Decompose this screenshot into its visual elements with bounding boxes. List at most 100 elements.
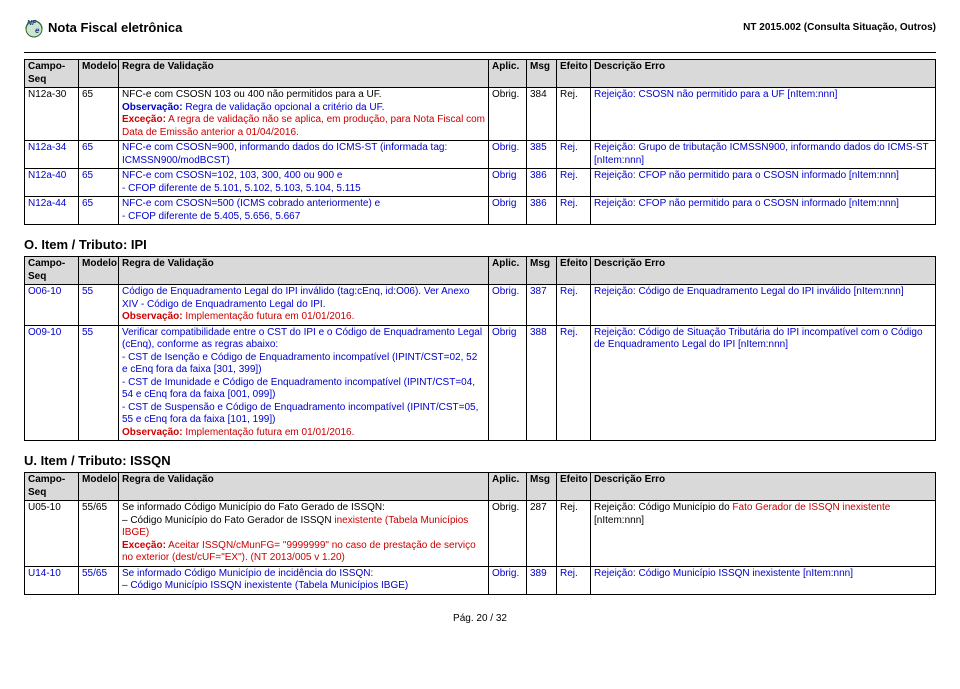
- rules-table-issqn: Campo-Seq Modelo Regra de Validação Apli…: [24, 472, 936, 595]
- cell-apl: Obrig: [489, 197, 527, 225]
- page-subtitle: NT 2015.002 (Consulta Situação, Outros): [743, 22, 936, 33]
- cell-efe: Rej.: [557, 197, 591, 225]
- cell-mod: 65: [79, 88, 119, 141]
- col-aplic: Aplic.: [489, 257, 527, 285]
- col-desc: Descrição Erro: [591, 257, 936, 285]
- cell-reg: Verificar compatibilidade entre o CST do…: [119, 325, 489, 441]
- cell-mod: 65: [79, 169, 119, 197]
- cell-mod: 55/65: [79, 566, 119, 594]
- table-row: N12a-4465NFC-e com CSOSN=500 (ICMS cobra…: [25, 197, 936, 225]
- svg-text:e: e: [35, 26, 40, 35]
- cell-apl: Obrig.: [489, 141, 527, 169]
- table-row: N12a-3065NFC-e com CSOSN 103 ou 400 não …: [25, 88, 936, 141]
- cell-apl: Obrig: [489, 169, 527, 197]
- table-row: U14-1055/65Se informado Código Município…: [25, 566, 936, 594]
- col-msg: Msg: [527, 257, 557, 285]
- col-regra: Regra de Validação: [119, 257, 489, 285]
- col-campo-seq: Campo-Seq: [25, 473, 79, 501]
- cell-efe: Rej.: [557, 169, 591, 197]
- rules-table-ipi: Campo-Seq Modelo Regra de Validação Apli…: [24, 256, 936, 441]
- cell-msg: 385: [527, 141, 557, 169]
- cell-seq: O06-10: [25, 285, 79, 326]
- table-row: N12a-3465NFC-e com CSOSN=900, informando…: [25, 141, 936, 169]
- cell-efe: Rej.: [557, 141, 591, 169]
- cell-mod: 65: [79, 141, 119, 169]
- col-modelo: Modelo: [79, 257, 119, 285]
- cell-msg: 389: [527, 566, 557, 594]
- cell-reg: NFC-e com CSOSN=900, informando dados do…: [119, 141, 489, 169]
- cell-seq: O09-10: [25, 325, 79, 441]
- header-divider: [24, 52, 936, 53]
- col-modelo: Modelo: [79, 473, 119, 501]
- cell-mod: 55/65: [79, 501, 119, 567]
- cell-desc: Rejeição: Código Município do Fato Gerad…: [591, 501, 936, 567]
- table-header-row: Campo-Seq Modelo Regra de Validação Apli…: [25, 60, 936, 88]
- cell-seq: N12a-40: [25, 169, 79, 197]
- cell-desc: Rejeição: Grupo de tributação ICMSSN900,…: [591, 141, 936, 169]
- cell-seq: N12a-44: [25, 197, 79, 225]
- section-title-ipi: O. Item / Tributo: IPI: [24, 237, 936, 252]
- table-row: O09-1055Verificar compatibilidade entre …: [25, 325, 936, 441]
- cell-desc: Rejeição: CFOP não permitido para o CSOS…: [591, 197, 936, 225]
- col-campo-seq: Campo-Seq: [25, 60, 79, 88]
- cell-efe: Rej.: [557, 566, 591, 594]
- cell-reg: NFC-e com CSOSN=500 (ICMS cobrado anteri…: [119, 197, 489, 225]
- col-desc: Descrição Erro: [591, 473, 936, 501]
- cell-efe: Rej.: [557, 88, 591, 141]
- col-modelo: Modelo: [79, 60, 119, 88]
- table-header-row: Campo-Seq Modelo Regra de Validação Apli…: [25, 257, 936, 285]
- table-row: N12a-4065NFC-e com CSOSN=102, 103, 300, …: [25, 169, 936, 197]
- cell-desc: Rejeição: Código Município ISSQN inexist…: [591, 566, 936, 594]
- col-efeito: Efeito: [557, 257, 591, 285]
- cell-reg: NFC-e com CSOSN=102, 103, 300, 400 ou 90…: [119, 169, 489, 197]
- col-regra: Regra de Validação: [119, 60, 489, 88]
- cell-seq: U05-10: [25, 501, 79, 567]
- col-efeito: Efeito: [557, 473, 591, 501]
- page-title: Nota Fiscal eletrônica: [48, 20, 182, 35]
- col-desc: Descrição Erro: [591, 60, 936, 88]
- cell-mod: 55: [79, 325, 119, 441]
- cell-apl: Obrig.: [489, 88, 527, 141]
- page-header: NF e Nota Fiscal eletrônica NT 2015.002 …: [24, 20, 936, 38]
- col-campo-seq: Campo-Seq: [25, 257, 79, 285]
- cell-desc: Rejeição: CSOSN não permitido para a UF …: [591, 88, 936, 141]
- col-regra: Regra de Validação: [119, 473, 489, 501]
- cell-efe: Rej.: [557, 501, 591, 567]
- rules-table-n12a: Campo-Seq Modelo Regra de Validação Apli…: [24, 59, 936, 225]
- nfe-logo-icon: NF e: [24, 18, 44, 38]
- table-row: O06-1055Código de Enquadramento Legal do…: [25, 285, 936, 326]
- col-msg: Msg: [527, 473, 557, 501]
- cell-desc: Rejeição: Código de Enquadramento Legal …: [591, 285, 936, 326]
- page-footer: Pág. 20 / 32: [24, 613, 936, 624]
- col-aplic: Aplic.: [489, 60, 527, 88]
- table-row: U05-1055/65Se informado Código Município…: [25, 501, 936, 567]
- cell-msg: 388: [527, 325, 557, 441]
- cell-reg: Se informado Código Município de incidên…: [119, 566, 489, 594]
- cell-apl: Obrig.: [489, 566, 527, 594]
- cell-seq: N12a-34: [25, 141, 79, 169]
- section-title-issqn: U. Item / Tributo: ISSQN: [24, 453, 936, 468]
- cell-desc: Rejeição: CFOP não permitido para o CSOS…: [591, 169, 936, 197]
- col-msg: Msg: [527, 60, 557, 88]
- cell-msg: 287: [527, 501, 557, 567]
- cell-apl: Obrig: [489, 325, 527, 441]
- cell-reg: Se informado Código Município do Fato Ge…: [119, 501, 489, 567]
- cell-apl: Obrig.: [489, 501, 527, 567]
- cell-mod: 65: [79, 197, 119, 225]
- cell-msg: 384: [527, 88, 557, 141]
- cell-reg: NFC-e com CSOSN 103 ou 400 não permitido…: [119, 88, 489, 141]
- cell-seq: U14-10: [25, 566, 79, 594]
- cell-efe: Rej.: [557, 285, 591, 326]
- table-header-row: Campo-Seq Modelo Regra de Validação Apli…: [25, 473, 936, 501]
- cell-mod: 55: [79, 285, 119, 326]
- cell-msg: 386: [527, 169, 557, 197]
- cell-seq: N12a-30: [25, 88, 79, 141]
- cell-reg: Código de Enquadramento Legal do IPI inv…: [119, 285, 489, 326]
- cell-efe: Rej.: [557, 325, 591, 441]
- col-efeito: Efeito: [557, 60, 591, 88]
- cell-desc: Rejeição: Código de Situação Tributária …: [591, 325, 936, 441]
- cell-apl: Obrig.: [489, 285, 527, 326]
- col-aplic: Aplic.: [489, 473, 527, 501]
- cell-msg: 387: [527, 285, 557, 326]
- cell-msg: 386: [527, 197, 557, 225]
